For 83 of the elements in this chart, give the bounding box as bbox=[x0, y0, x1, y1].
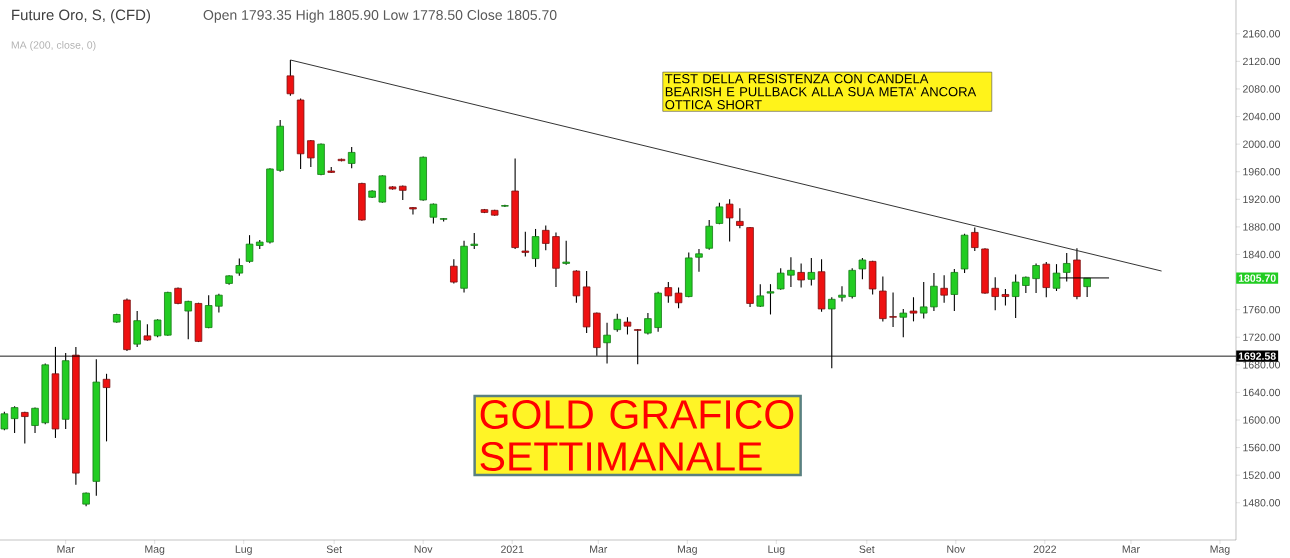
y-tick-label: 1760.00 bbox=[1243, 305, 1281, 314]
candlestick bbox=[807, 257, 816, 287]
x-tick-label: Mag bbox=[677, 545, 697, 555]
candlestick bbox=[1011, 273, 1020, 319]
y-tick-label: 2120.00 bbox=[1243, 57, 1281, 66]
candlestick bbox=[184, 300, 192, 340]
candlestick bbox=[215, 293, 223, 313]
candlestick bbox=[409, 206, 417, 216]
candlestick bbox=[930, 272, 938, 312]
candlestick bbox=[10, 405, 19, 434]
candlestick bbox=[766, 283, 775, 316]
candlestick bbox=[756, 283, 765, 308]
candlestick bbox=[695, 248, 703, 273]
candlestick bbox=[133, 310, 141, 348]
y-tick-label: 1520.00 bbox=[1243, 471, 1281, 479]
y-tick-label: 1920.00 bbox=[1243, 195, 1281, 204]
candlestick bbox=[102, 373, 111, 442]
candlestick bbox=[542, 224, 550, 251]
y-tick-label: 2160.00 bbox=[1243, 30, 1281, 38]
y-tick-label: 1480.00 bbox=[1243, 499, 1281, 507]
candlestick bbox=[889, 291, 897, 328]
candlestick bbox=[347, 146, 356, 169]
x-tick-label: Nov bbox=[947, 545, 966, 553]
candlestick bbox=[736, 207, 744, 229]
x-tick-label: Set bbox=[859, 545, 875, 553]
ref-line-label: 1692.58 bbox=[1238, 352, 1276, 360]
y-tick-label: 2000.00 bbox=[1243, 140, 1281, 148]
candlestick bbox=[21, 411, 29, 444]
y-tick-label: 2080.00 bbox=[1243, 85, 1281, 93]
y-tick-label: 1720.00 bbox=[1243, 333, 1281, 341]
candlestick bbox=[531, 228, 540, 268]
y-tick-label: 1880.00 bbox=[1243, 223, 1281, 231]
candlestick bbox=[776, 267, 785, 291]
candlestick bbox=[797, 262, 805, 289]
candlestick bbox=[725, 198, 734, 242]
y-tick-label: 1840.00 bbox=[1243, 250, 1281, 259]
annotation: GOLD GRAFICO SETTIMANALE bbox=[480, 399, 794, 472]
candlestick bbox=[991, 276, 999, 311]
text: 1805.70 bbox=[1238, 274, 1276, 282]
y-tick-label: 1960.00 bbox=[1243, 168, 1281, 176]
candlestick bbox=[919, 281, 928, 320]
candlestick bbox=[705, 219, 713, 251]
candlestick bbox=[940, 274, 948, 304]
candlestick bbox=[909, 296, 918, 322]
candlestick bbox=[674, 287, 683, 309]
x-tick-label: Mag bbox=[1210, 545, 1230, 555]
annotation: MA (200, close, 0) bbox=[11, 41, 96, 51]
y-tick-label: 1680.00 bbox=[1243, 361, 1281, 369]
annotation: TEST DELLA RESISTENZA CON CANDELA BEARISH E PULLBACK ALLA SUA META' ANCORA OTTICA SHORT bbox=[665, 74, 977, 110]
candlestick bbox=[286, 59, 295, 97]
text: Future Oro, S, (CFD) bbox=[12, 9, 151, 24]
y-tick-label: 1560.00 bbox=[1243, 443, 1281, 452]
x-tick-label: Mar bbox=[590, 545, 608, 553]
candlestick bbox=[562, 240, 570, 266]
candlestick bbox=[950, 268, 959, 312]
candlestick bbox=[971, 227, 979, 252]
candlestick bbox=[245, 234, 254, 264]
y-tick-label: 1600.00 bbox=[1243, 416, 1281, 424]
x-tick-label: Nov bbox=[414, 545, 433, 553]
candlestick bbox=[450, 258, 458, 284]
candlestick bbox=[858, 257, 867, 280]
candlestick bbox=[664, 281, 673, 304]
candlestick bbox=[899, 308, 908, 338]
candlestick bbox=[787, 256, 795, 288]
x-tick-label: 2022 bbox=[1033, 545, 1056, 553]
candlestick bbox=[429, 202, 438, 224]
x-tick-label: Lug bbox=[768, 545, 785, 555]
candlestick bbox=[204, 294, 213, 329]
candlestick bbox=[521, 231, 530, 258]
candlestick bbox=[838, 285, 846, 302]
candlestick bbox=[31, 407, 39, 434]
y-tick-label: 2040.00 bbox=[1243, 112, 1281, 121]
x-tick-label: Set bbox=[326, 545, 342, 553]
y-tick-label: 1640.00 bbox=[1243, 388, 1281, 397]
x-tick-label: Mar bbox=[1122, 545, 1140, 553]
x-tick-label: 2021 bbox=[501, 545, 524, 553]
candlestick bbox=[1032, 262, 1040, 294]
x-tick-label: Mar bbox=[57, 545, 75, 553]
x-tick-label: Mag bbox=[145, 545, 165, 555]
x-tick-label: Lug bbox=[235, 545, 252, 555]
text: Open 1793.35 High 1805.90 Low 1778.50 Close 1805.70 bbox=[203, 9, 557, 23]
candlestick bbox=[1042, 261, 1051, 298]
candlestick bbox=[307, 139, 315, 168]
